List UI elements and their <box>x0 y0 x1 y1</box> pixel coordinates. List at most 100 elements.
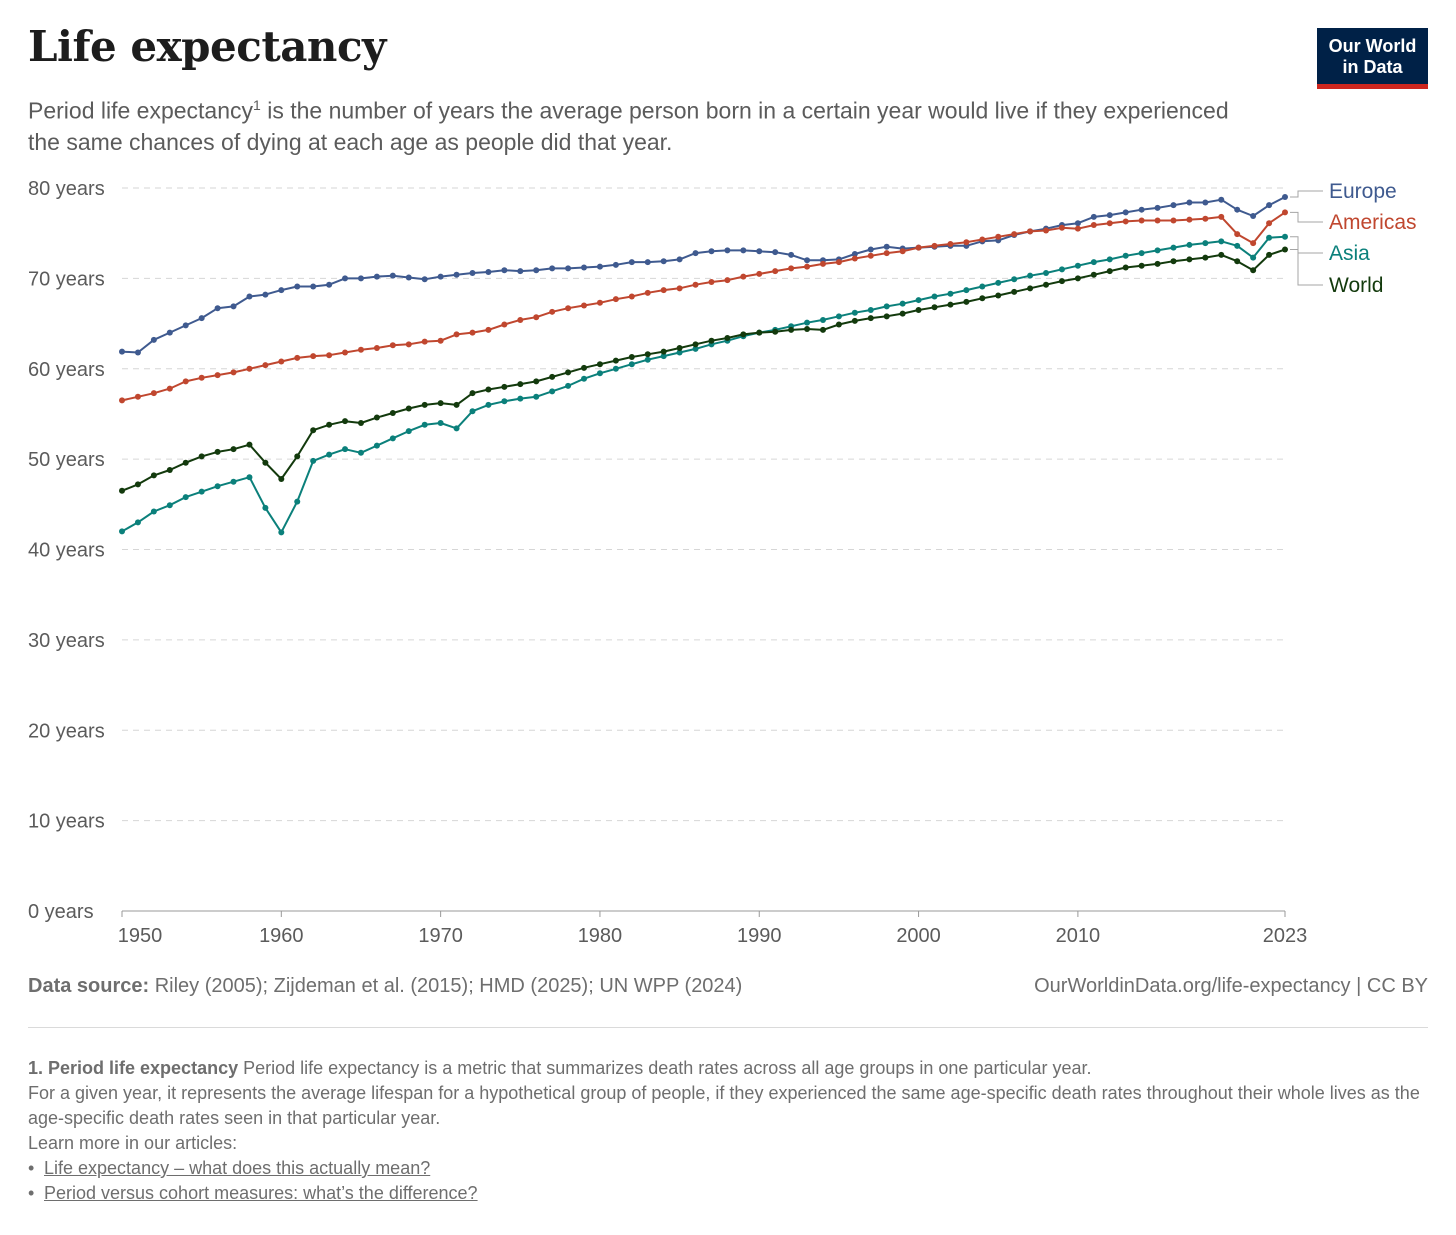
data-point-world[interactable] <box>469 390 476 397</box>
data-point-europe[interactable] <box>1090 213 1097 220</box>
data-point-world[interactable] <box>1011 288 1018 295</box>
data-point-asia[interactable] <box>326 451 333 458</box>
data-point-europe[interactable] <box>740 247 747 254</box>
data-point-world[interactable] <box>437 400 444 407</box>
data-point-world[interactable] <box>788 326 795 333</box>
data-point-world[interactable] <box>740 331 747 338</box>
data-point-americas[interactable] <box>1043 227 1050 234</box>
data-point-asia[interactable] <box>230 478 237 485</box>
data-point-americas[interactable] <box>1027 228 1034 235</box>
data-point-asia[interactable] <box>134 519 141 526</box>
data-point-europe[interactable] <box>692 250 699 257</box>
data-point-world[interactable] <box>708 337 715 344</box>
data-point-americas[interactable] <box>740 273 747 280</box>
data-point-world[interactable] <box>389 410 396 417</box>
data-point-europe[interactable] <box>533 267 540 274</box>
data-point-asia[interactable] <box>294 498 301 505</box>
data-point-world[interactable] <box>1106 268 1113 275</box>
data-point-world[interactable] <box>1218 251 1225 258</box>
data-point-world[interactable] <box>246 441 253 448</box>
data-point-world[interactable] <box>899 310 906 317</box>
data-point-asia[interactable] <box>1218 238 1225 245</box>
data-point-asia[interactable] <box>899 300 906 307</box>
data-point-asia[interactable] <box>182 494 189 501</box>
data-point-americas[interactable] <box>867 252 874 259</box>
data-point-europe[interactable] <box>1202 199 1209 206</box>
data-point-asia[interactable] <box>549 388 556 395</box>
data-point-europe[interactable] <box>246 293 253 300</box>
data-point-asia[interactable] <box>198 488 205 495</box>
data-point-europe[interactable] <box>1266 202 1273 209</box>
data-point-europe[interactable] <box>517 268 524 275</box>
data-point-world[interactable] <box>182 459 189 466</box>
data-point-americas[interactable] <box>119 397 125 404</box>
data-point-americas[interactable] <box>851 255 858 262</box>
data-point-asia[interactable] <box>1186 241 1193 248</box>
data-point-americas[interactable] <box>835 259 842 266</box>
data-point-asia[interactable] <box>1090 259 1097 266</box>
data-point-europe[interactable] <box>326 281 333 288</box>
data-point-asia[interactable] <box>1027 272 1034 279</box>
data-point-asia[interactable] <box>1011 276 1018 283</box>
data-point-asia[interactable] <box>995 279 1002 286</box>
data-point-europe[interactable] <box>182 322 189 329</box>
data-point-americas[interactable] <box>612 296 619 303</box>
data-point-europe[interactable] <box>549 265 556 272</box>
data-point-asia[interactable] <box>931 293 938 300</box>
data-point-americas[interactable] <box>405 341 412 348</box>
data-point-world[interactable] <box>357 419 364 426</box>
data-point-world[interactable] <box>772 328 779 335</box>
series-line-americas[interactable] <box>121 211 1286 402</box>
data-point-europe[interactable] <box>294 283 301 290</box>
data-point-asia[interactable] <box>596 370 603 377</box>
data-point-world[interactable] <box>517 381 524 388</box>
data-point-europe[interactable] <box>421 276 428 283</box>
data-point-asia[interactable] <box>533 393 540 400</box>
data-point-americas[interactable] <box>995 233 1002 240</box>
data-point-asia[interactable] <box>676 349 683 356</box>
data-point-americas[interactable] <box>150 390 157 397</box>
series-line-europe[interactable] <box>121 196 1286 354</box>
data-point-world[interactable] <box>804 325 811 332</box>
data-point-americas[interactable] <box>979 236 986 243</box>
data-point-world[interactable] <box>1138 262 1145 269</box>
data-point-americas[interactable] <box>565 305 572 312</box>
data-point-europe[interactable] <box>437 273 444 280</box>
data-point-world[interactable] <box>1043 281 1050 288</box>
data-point-world[interactable] <box>1186 256 1193 263</box>
data-point-americas[interactable] <box>373 344 380 351</box>
data-point-americas[interactable] <box>915 244 922 251</box>
data-point-europe[interactable] <box>357 275 364 282</box>
data-point-europe[interactable] <box>1138 206 1145 213</box>
data-point-world[interactable] <box>883 313 890 320</box>
data-point-americas[interactable] <box>1058 224 1065 231</box>
data-point-americas[interactable] <box>692 281 699 288</box>
data-point-americas[interactable] <box>1106 220 1113 227</box>
data-point-americas[interactable] <box>1122 218 1129 225</box>
data-point-world[interactable] <box>1027 285 1034 292</box>
data-point-americas[interactable] <box>1138 217 1145 224</box>
data-point-asia[interactable] <box>1170 244 1177 251</box>
data-point-europe[interactable] <box>1282 194 1288 201</box>
data-point-americas[interactable] <box>246 365 253 372</box>
data-point-europe[interactable] <box>756 248 763 255</box>
data-point-world[interactable] <box>995 292 1002 299</box>
data-point-world[interactable] <box>1090 271 1097 278</box>
data-point-americas[interactable] <box>357 346 364 353</box>
data-point-world[interactable] <box>692 341 699 348</box>
data-point-world[interactable] <box>644 351 651 358</box>
data-point-americas[interactable] <box>708 278 715 285</box>
data-point-world[interactable] <box>1202 254 1209 261</box>
data-point-world[interactable] <box>278 476 285 483</box>
data-point-world[interactable] <box>851 317 858 324</box>
footnote-ref[interactable]: 1 <box>253 97 261 113</box>
data-point-americas[interactable] <box>899 248 906 255</box>
data-point-americas[interactable] <box>278 358 285 365</box>
data-point-americas[interactable] <box>724 277 731 284</box>
data-point-asia[interactable] <box>565 382 572 389</box>
data-point-asia[interactable] <box>851 309 858 316</box>
data-point-world[interactable] <box>867 315 874 322</box>
data-point-world[interactable] <box>485 386 492 393</box>
data-point-asia[interactable] <box>867 307 874 314</box>
data-point-americas[interactable] <box>596 299 603 306</box>
